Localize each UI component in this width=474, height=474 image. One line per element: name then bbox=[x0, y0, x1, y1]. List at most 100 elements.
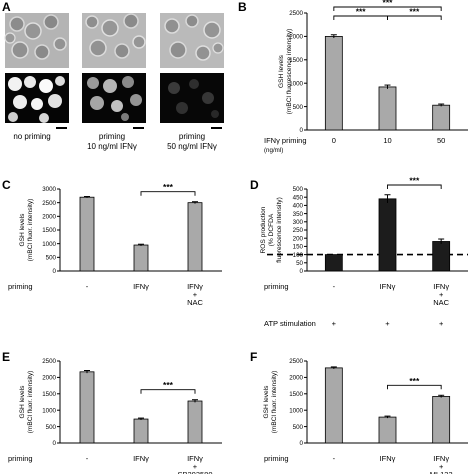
bar bbox=[432, 396, 451, 444]
y-tick-label: 1500 bbox=[42, 227, 56, 234]
category-label: 50 bbox=[437, 136, 445, 145]
significance-bracket bbox=[140, 389, 196, 394]
significance-label: *** bbox=[163, 380, 174, 390]
y-tick-label: 0 bbox=[300, 127, 304, 134]
y-tick-label: 0 bbox=[53, 268, 57, 275]
category-label: + bbox=[193, 290, 198, 299]
category-label: SB203580 bbox=[177, 470, 212, 474]
fluorescence-tile-10ng bbox=[82, 73, 146, 123]
category-label: - bbox=[86, 454, 89, 463]
panel-a: A bbox=[2, 0, 224, 151]
y-tick-label: 250 bbox=[293, 227, 304, 234]
bar bbox=[187, 400, 203, 444]
bar bbox=[432, 241, 451, 272]
row-label: priming bbox=[264, 454, 289, 463]
y-tick-label: 1000 bbox=[42, 241, 56, 248]
significance-bracket bbox=[333, 6, 442, 11]
y-tick-label: 450 bbox=[293, 194, 304, 201]
row2-value: + bbox=[439, 319, 444, 328]
scale-bar bbox=[56, 127, 67, 129]
y-tick-label: 50 bbox=[296, 260, 303, 267]
row2-label: ATP stimulation bbox=[264, 319, 316, 328]
significance-bracket bbox=[333, 15, 388, 20]
y-tick-label: 2500 bbox=[289, 10, 303, 17]
y-tick-label: 2500 bbox=[42, 358, 56, 365]
brightfield-tile-10ng bbox=[82, 13, 146, 68]
category-label: IFNγ bbox=[433, 282, 449, 291]
row-label: priming bbox=[8, 282, 33, 291]
significance-bracket bbox=[140, 191, 196, 196]
category-label: IFNγ bbox=[133, 282, 149, 291]
chart-panel-e: 0 500 1000 1500 2000 2500 GSH levels (mBCl fluo… bbox=[8, 358, 222, 474]
category-label: + bbox=[193, 462, 198, 471]
condition-label: no priming bbox=[13, 132, 50, 141]
bar bbox=[79, 371, 95, 444]
condition-label: 50 ng/ml IFNγ bbox=[167, 142, 217, 151]
bar bbox=[378, 416, 397, 444]
category-label: 0 bbox=[332, 136, 336, 145]
y-tick-label: 0 bbox=[300, 268, 304, 275]
category-label: IFNγ bbox=[380, 454, 396, 463]
y-tick-label: 1000 bbox=[42, 407, 56, 414]
y-tick-label: 400 bbox=[293, 203, 304, 210]
panel-letter-f: F bbox=[250, 350, 257, 364]
row2-value: + bbox=[385, 319, 390, 328]
y-tick-label: 1500 bbox=[289, 391, 303, 398]
row-label: (ng/ml) bbox=[264, 147, 283, 154]
panel-letter-c: C bbox=[2, 178, 11, 192]
category-label: + bbox=[439, 290, 444, 299]
bar bbox=[378, 86, 397, 131]
category-label: NAC bbox=[433, 298, 449, 307]
condition-label: priming bbox=[179, 132, 205, 141]
scale-bar bbox=[211, 127, 222, 129]
row2-value: + bbox=[332, 319, 337, 328]
significance-label: *** bbox=[163, 182, 174, 192]
y-tick-label: 1500 bbox=[289, 57, 303, 64]
y-tick-label: 200 bbox=[293, 235, 304, 242]
category-label: IFNγ bbox=[133, 454, 149, 463]
category-label: NAC bbox=[187, 298, 203, 307]
category-label: IFNγ bbox=[380, 282, 396, 291]
category-label: IFNγ bbox=[187, 282, 203, 291]
y-tick-label: 500 bbox=[46, 255, 57, 262]
significance-label: *** bbox=[409, 7, 420, 17]
y-tick-label: 0 bbox=[300, 440, 304, 447]
bar bbox=[79, 196, 95, 272]
y-axis-label: (mBCl fluor. intensity) bbox=[271, 371, 278, 434]
row-label: priming bbox=[8, 454, 33, 463]
y-tick-label: 300 bbox=[293, 219, 304, 226]
significance-bracket bbox=[387, 184, 442, 189]
category-label: MI 133 bbox=[430, 470, 453, 474]
row-label: IFNγ priming bbox=[264, 136, 307, 145]
y-tick-label: 500 bbox=[293, 424, 304, 431]
chart-panel-f: 0 500 1000 1500 2000 2500 GSH levels (mBCl fluo… bbox=[263, 358, 468, 474]
panel-letter-a: A bbox=[2, 0, 11, 14]
chart-panel-c: 0 500 1000 1500 2000 2500 3000 GSH levels (mBCl … bbox=[8, 182, 222, 307]
category-label: - bbox=[333, 282, 336, 291]
significance-label: *** bbox=[356, 7, 367, 17]
y-tick-label: 2000 bbox=[42, 214, 56, 221]
y-axis-label: GSH levels bbox=[263, 385, 270, 419]
y-axis-label: (mBCl fluor. intensity) bbox=[27, 371, 34, 434]
y-axis-label: (% DCFDA bbox=[268, 213, 275, 246]
scale-bar bbox=[133, 127, 144, 129]
category-label: IFNγ bbox=[433, 454, 449, 463]
category-label: + bbox=[439, 462, 444, 471]
bar bbox=[324, 367, 343, 444]
bar bbox=[432, 104, 451, 131]
fluorescence-tile-50ng bbox=[160, 73, 224, 123]
y-tick-label: 350 bbox=[293, 211, 304, 218]
panel-letter-e: E bbox=[2, 350, 10, 364]
panel-letter-b: B bbox=[238, 0, 247, 14]
brightfield-tile-no-priming bbox=[4, 13, 69, 68]
condition-label: 10 ng/ml IFNγ bbox=[87, 142, 137, 151]
bar bbox=[133, 244, 149, 272]
y-tick-label: 2500 bbox=[289, 358, 303, 365]
y-tick-label: 3000 bbox=[42, 186, 56, 193]
fluorescence-tile-no-priming bbox=[5, 73, 69, 123]
y-tick-label: 2000 bbox=[289, 34, 303, 41]
category-label: 10 bbox=[383, 136, 391, 145]
y-tick-label: 1000 bbox=[289, 80, 303, 87]
